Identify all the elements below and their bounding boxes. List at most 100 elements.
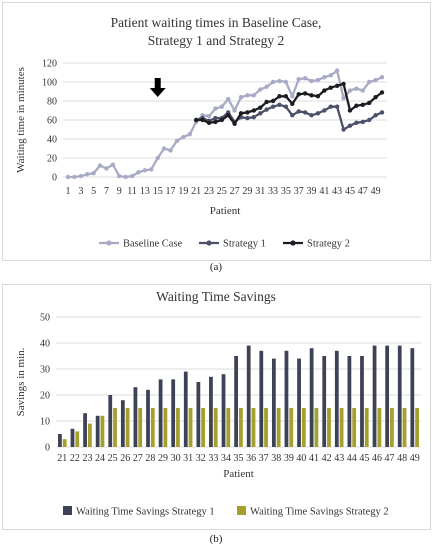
bar — [62, 439, 67, 447]
x-tick-label: 5 — [91, 186, 96, 197]
data-point — [302, 76, 308, 81]
data-point — [251, 114, 257, 120]
x-tick-label: 27 — [133, 453, 143, 464]
data-point — [354, 86, 359, 91]
data-point — [238, 95, 244, 100]
data-point — [283, 104, 289, 109]
y-tick-label: 40 — [47, 135, 57, 146]
bar — [196, 382, 201, 447]
data-point — [277, 102, 282, 108]
bar — [352, 408, 357, 447]
data-point — [296, 76, 301, 82]
x-tick-label: 27 — [230, 186, 240, 197]
data-point — [200, 117, 205, 123]
series-0 — [65, 68, 385, 180]
data-point — [232, 121, 237, 127]
data-point — [309, 93, 314, 98]
data-point — [258, 105, 263, 110]
data-point — [168, 148, 173, 153]
data-point — [123, 174, 128, 180]
data-point — [270, 104, 276, 109]
bar-series-0 — [58, 345, 415, 447]
legend-marker — [206, 240, 212, 246]
data-point — [104, 166, 109, 171]
data-point — [379, 110, 385, 115]
x-tick-label: 11 — [127, 186, 137, 197]
x-tick-label: 24 — [95, 453, 105, 464]
legend-swatch — [237, 506, 246, 515]
data-point — [290, 101, 295, 107]
x-tick-label: 40 — [296, 453, 306, 464]
data-point — [129, 173, 135, 179]
data-point — [245, 115, 250, 121]
bar — [83, 413, 87, 447]
data-point — [258, 87, 263, 92]
data-point — [264, 99, 269, 105]
bar — [150, 408, 155, 447]
bar — [259, 350, 264, 447]
data-point — [373, 113, 378, 118]
data-point — [110, 162, 116, 167]
x-tick-label: 47 — [358, 186, 368, 197]
data-point — [65, 174, 71, 180]
x-tick-label: 39 — [307, 186, 317, 197]
panel-b-label: (b) — [209, 533, 223, 545]
bar — [339, 408, 344, 447]
x-tick-label: 45 — [345, 186, 355, 197]
data-point — [226, 96, 231, 102]
bar — [364, 408, 369, 447]
x-tick-label: 46 — [372, 453, 382, 464]
x-tick-label: 41 — [319, 186, 329, 197]
line-chart-panel: Patient waiting times in Baseline Case, S… — [2, 2, 431, 261]
x-tick-label: 29 — [242, 186, 252, 197]
bar — [213, 408, 218, 447]
bar — [226, 408, 231, 447]
x-tick-label: 32 — [196, 453, 206, 464]
x-tick-label: 7 — [104, 186, 109, 197]
data-point — [155, 155, 160, 161]
data-point — [219, 117, 224, 123]
data-point — [174, 138, 180, 144]
data-point — [302, 110, 308, 115]
data-point — [328, 73, 333, 78]
data-point — [290, 113, 295, 118]
y-tick-label: 10 — [40, 417, 50, 428]
x-tick-label: 39 — [284, 453, 294, 464]
data-point — [277, 78, 282, 84]
data-point — [213, 115, 218, 121]
x-tick-label: 44 — [347, 453, 357, 464]
bar — [410, 348, 415, 447]
data-point — [245, 110, 250, 115]
data-point — [245, 93, 250, 98]
bar — [133, 387, 138, 447]
data-point — [161, 146, 167, 151]
data-point — [232, 108, 237, 113]
data-point — [309, 113, 314, 118]
bar — [301, 408, 306, 447]
bar — [146, 389, 150, 447]
data-point — [149, 167, 154, 172]
legend-label: Strategy 2 — [307, 239, 350, 250]
data-point — [238, 111, 244, 116]
x-tick-label: 47 — [385, 453, 395, 464]
data-point — [322, 88, 327, 93]
data-point — [296, 92, 301, 97]
bar — [239, 408, 243, 447]
data-point — [277, 94, 282, 99]
x-tick-label: 49 — [371, 186, 381, 197]
legend-marker — [290, 240, 296, 246]
data-point — [334, 104, 340, 109]
bar — [125, 408, 130, 447]
y-tick-label: 80 — [47, 97, 57, 108]
x-tick-label: 33 — [268, 186, 278, 197]
bar-series-1 — [62, 408, 419, 447]
data-point — [85, 171, 90, 177]
x-tick-label: 38 — [271, 453, 281, 464]
data-point — [258, 111, 263, 116]
data-point — [97, 163, 103, 168]
data-point — [290, 94, 295, 99]
data-point — [379, 90, 385, 95]
data-point — [187, 132, 192, 137]
bar — [347, 356, 352, 447]
